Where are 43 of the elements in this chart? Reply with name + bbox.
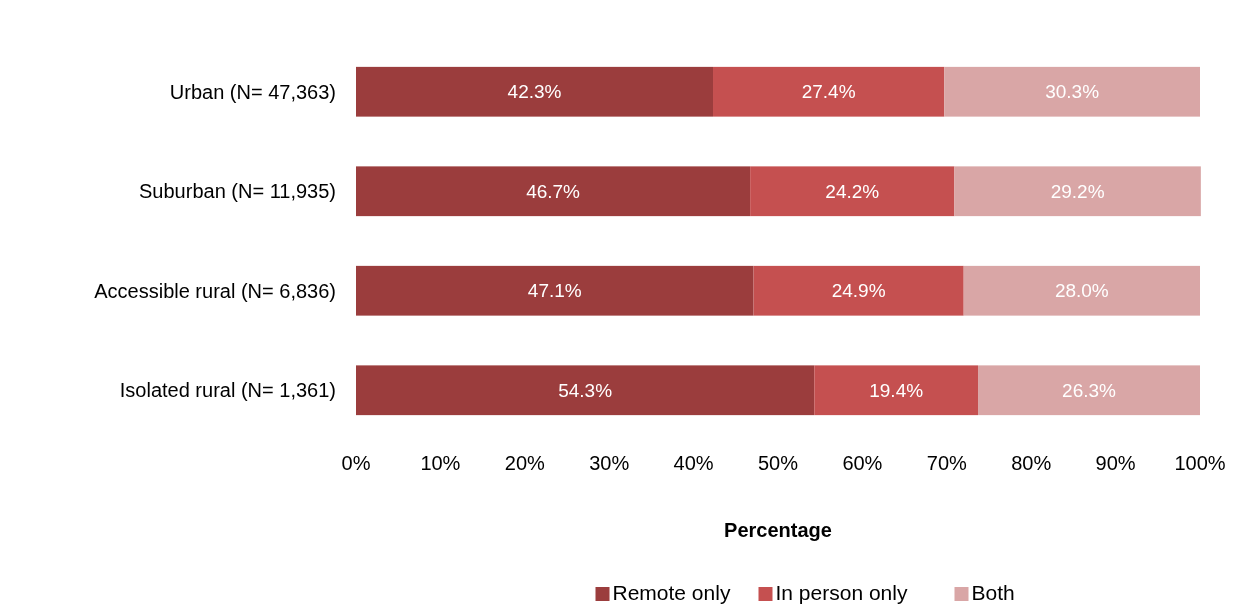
bar [713, 66, 945, 117]
x-tick-label: 90% [1095, 452, 1136, 474]
x-tick-label: 20% [504, 452, 546, 474]
x-tick-label: 60% [842, 452, 883, 474]
bar [944, 66, 1200, 117]
bar [978, 365, 1200, 416]
bar [814, 365, 979, 416]
legend-label: In person only [775, 581, 908, 604]
data-label: 19.4% [869, 379, 924, 401]
x-tick-label: 40% [673, 452, 714, 474]
y-tick-label: Urban (N= 47,363) [169, 80, 336, 103]
data-label: 54.3% [558, 379, 613, 401]
y-tick-label: Suburban (N= 11,935) [139, 180, 336, 203]
data-label: 28.0% [1054, 280, 1109, 302]
x-tick-label: 30% [589, 452, 630, 474]
data-label: 42.3% [507, 81, 562, 103]
data-label: 27.4% [801, 81, 856, 103]
bar [954, 166, 1201, 217]
x-tick-label: 70% [926, 452, 968, 474]
x-axis-title: Percentage [724, 519, 832, 541]
x-tick-label: 100% [1174, 452, 1226, 474]
bar [356, 265, 754, 316]
legend-label: Both [971, 581, 1015, 604]
data-label: 30.3% [1045, 81, 1100, 103]
bar [963, 265, 1200, 316]
bar [356, 166, 751, 217]
y-tick-label: Isolated rural (N= 1,361) [119, 379, 336, 402]
x-tick-label: 0% [341, 452, 371, 474]
data-label: 26.3% [1062, 379, 1117, 401]
bar [753, 265, 964, 316]
bar [750, 166, 955, 217]
bar [356, 66, 714, 117]
x-tick-label: 50% [757, 452, 799, 474]
data-label: 46.7% [526, 180, 581, 202]
y-tick-label: Accessible rural (N= 6,836) [94, 279, 336, 302]
data-label: 29.2% [1050, 180, 1105, 202]
data-label: 24.9% [831, 280, 886, 302]
x-tick-label: 80% [1011, 452, 1052, 474]
data-label: 47.1% [527, 280, 582, 302]
data-label: 24.2% [825, 180, 880, 202]
x-tick-label: 10% [420, 452, 461, 474]
bar [356, 365, 815, 416]
legend-label: Remote only [612, 581, 731, 604]
